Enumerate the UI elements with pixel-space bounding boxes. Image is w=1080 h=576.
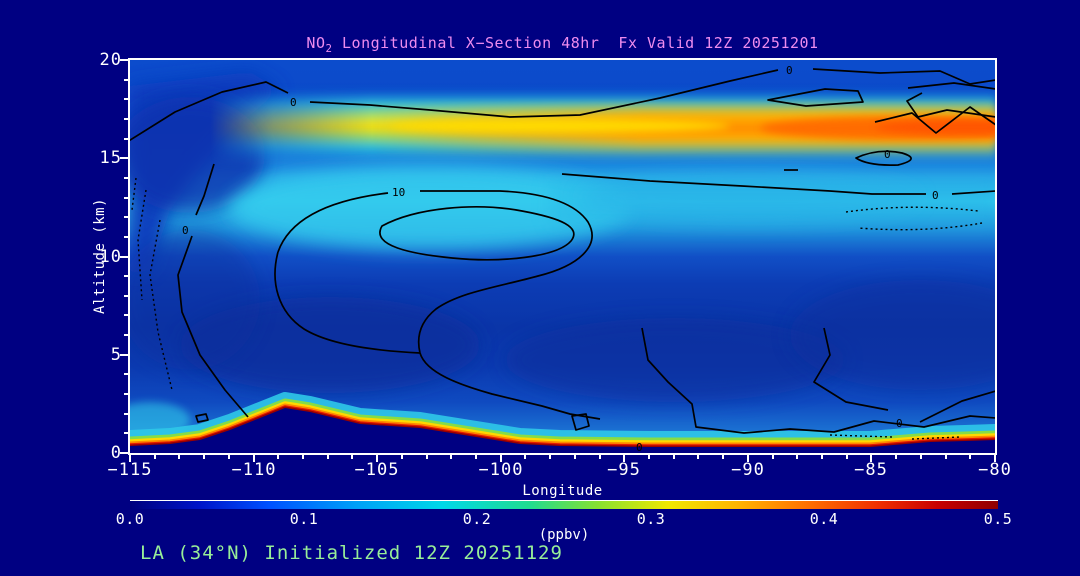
colorbar-tick-0.3: 0.3 xyxy=(636,510,666,528)
x-minor-tick xyxy=(326,455,329,459)
y-tick-label-20: 20 xyxy=(99,50,122,70)
x-minor-tick xyxy=(203,455,206,459)
x-minor-tick xyxy=(573,455,576,459)
x-minor-tick xyxy=(425,455,428,459)
x-minor-tick xyxy=(697,455,700,459)
x-minor-tick xyxy=(153,455,156,459)
x-major-tick xyxy=(252,455,255,462)
x-minor-tick xyxy=(845,455,848,459)
x-minor-tick xyxy=(647,455,650,459)
y-minor-tick xyxy=(124,235,128,238)
contour-label-10: 10 xyxy=(392,186,405,199)
y-axis-title: Altitude (km) xyxy=(92,197,108,315)
x-tick-label-105: −105 xyxy=(354,460,400,480)
x-minor-tick xyxy=(277,455,280,459)
y-minor-tick xyxy=(124,314,128,317)
y-minor-tick xyxy=(124,98,128,101)
colorbar-unit-label: (ppbv) xyxy=(538,527,590,543)
y-major-tick xyxy=(120,255,128,258)
y-minor-tick xyxy=(124,412,128,415)
x-tick-label-85: −85 xyxy=(854,460,888,480)
y-tick-label-15: 15 xyxy=(99,148,122,168)
x-tick-label-80: −80 xyxy=(978,460,1012,480)
x-minor-tick xyxy=(820,455,823,459)
y-minor-tick xyxy=(124,117,128,120)
x-tick-label-115: −115 xyxy=(107,460,153,480)
contour-label-0-b: 0 xyxy=(786,64,793,77)
y-minor-tick xyxy=(124,373,128,376)
colorbar-gradient xyxy=(130,500,998,509)
contour-label-0-g: 0 xyxy=(636,441,643,453)
contour-label-0-f: 0 xyxy=(896,417,903,430)
contour-label-0-d: 0 xyxy=(884,148,891,161)
x-minor-tick xyxy=(474,455,477,459)
contour-label-0-e: 0 xyxy=(932,189,939,202)
contour-label-0-c: 0 xyxy=(182,224,189,237)
y-minor-tick xyxy=(124,216,128,219)
title-text-pre: NO xyxy=(306,34,326,52)
y-minor-tick xyxy=(124,78,128,81)
x-tick-label-110: −110 xyxy=(231,460,277,480)
x-major-tick xyxy=(870,455,873,462)
x-minor-tick xyxy=(969,455,972,459)
contour-field-image: 0 0 0 0 0 0 0 10 xyxy=(130,60,995,453)
x-minor-tick xyxy=(722,455,725,459)
x-major-tick xyxy=(376,455,379,462)
initialization-annotation: LA (34°N) Initialized 12Z 20251129 xyxy=(140,542,563,564)
x-minor-tick xyxy=(549,455,552,459)
x-axis-title: Longitude xyxy=(522,483,603,499)
y-tick-label-0: 0 xyxy=(110,443,122,463)
x-minor-tick xyxy=(450,455,453,459)
x-tick-label-90: −90 xyxy=(731,460,765,480)
y-minor-tick xyxy=(124,294,128,297)
x-minor-tick xyxy=(796,455,799,459)
y-major-tick xyxy=(120,59,128,61)
colorbar-tick-0.4: 0.4 xyxy=(809,510,839,528)
title-subscript-2: 2 xyxy=(325,42,333,55)
x-tick-label-100: −100 xyxy=(478,460,524,480)
y-minor-tick xyxy=(124,334,128,337)
x-minor-tick xyxy=(351,455,354,459)
x-minor-tick xyxy=(301,455,304,459)
contour-label-0-a: 0 xyxy=(290,96,297,109)
y-minor-tick xyxy=(124,393,128,396)
colorbar-tick-0.0: 0.0 xyxy=(115,510,145,528)
y-minor-tick xyxy=(124,196,128,199)
y-major-tick xyxy=(120,157,128,160)
x-minor-tick xyxy=(400,455,403,459)
x-minor-tick xyxy=(895,455,898,459)
x-major-tick xyxy=(746,455,749,462)
y-minor-tick xyxy=(124,275,128,278)
y-tick-label-5: 5 xyxy=(110,345,122,365)
x-minor-tick xyxy=(771,455,774,459)
x-minor-tick xyxy=(178,455,181,459)
x-minor-tick xyxy=(672,455,675,459)
x-minor-tick xyxy=(524,455,527,459)
title-text-post: Longitudinal X−Section 48hr Fx Valid 12Z… xyxy=(332,34,819,52)
plot-area: 0 0 0 0 0 0 0 10 xyxy=(128,58,997,455)
y-minor-tick xyxy=(124,176,128,179)
x-tick-label-95: −95 xyxy=(607,460,641,480)
y-major-tick xyxy=(120,452,128,454)
colorbar-tick-0.2: 0.2 xyxy=(462,510,492,528)
x-major-tick xyxy=(993,455,996,462)
colorbar-tick-0.5: 0.5 xyxy=(983,510,1013,528)
y-major-tick xyxy=(120,353,128,356)
y-tick-label-10: 10 xyxy=(99,247,122,267)
x-minor-tick xyxy=(227,455,230,459)
x-minor-tick xyxy=(598,455,601,459)
y-minor-tick xyxy=(124,432,128,435)
figure-title: NO2 Longitudinal X−Section 48hr Fx Valid… xyxy=(130,34,995,55)
x-minor-tick xyxy=(944,455,947,459)
y-minor-tick xyxy=(124,137,128,140)
x-minor-tick xyxy=(919,455,922,459)
x-major-tick xyxy=(623,455,626,462)
x-major-tick xyxy=(499,455,502,462)
x-major-tick xyxy=(129,455,131,462)
colorbar-tick-0.1: 0.1 xyxy=(289,510,319,528)
